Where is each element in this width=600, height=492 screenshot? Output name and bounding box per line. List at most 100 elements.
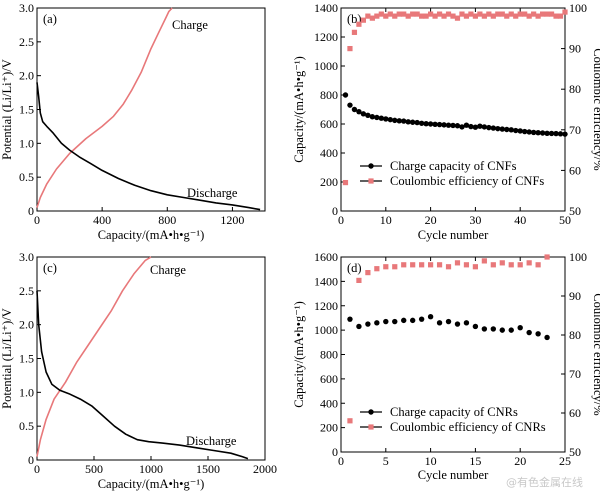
capacity-point	[539, 130, 546, 136]
y2-axis-label: Coulombic efficiency/%	[591, 293, 600, 415]
capacity-point	[392, 117, 398, 124]
y-tick-label: 200	[320, 175, 338, 189]
y-axis-label: Capacity/(mA•h•g⁻¹)	[292, 301, 306, 408]
capacity-point	[374, 320, 380, 326]
capacity-point	[383, 318, 389, 325]
watermark: @有色金属在线	[506, 475, 583, 489]
capacity-point	[427, 121, 434, 127]
y-tick-label: 800	[320, 348, 338, 362]
efficiency-point	[419, 262, 425, 268]
plot-frame	[340, 7, 566, 212]
x-tick-label: 25	[559, 454, 571, 468]
legend-label-capacity: Charge capacity of CNFs	[390, 159, 517, 173]
capacity-point	[490, 326, 497, 332]
capacity-point	[418, 316, 425, 322]
y2-tick-label: 70	[569, 123, 581, 137]
x-tick-label: 1000	[139, 462, 163, 476]
efficiency-point	[432, 13, 438, 19]
capacity-point	[504, 126, 510, 133]
efficiency-point	[486, 11, 492, 17]
y2-tick-label: 50	[569, 204, 581, 218]
y2-tick-label: 70	[569, 367, 581, 381]
x-tick-label: 20	[425, 213, 437, 227]
efficiency-point	[392, 13, 398, 19]
capacity-point	[450, 122, 456, 129]
y-tick-label: 400	[320, 396, 338, 410]
capacity-point	[414, 119, 420, 126]
annotation-discharge: Discharge	[186, 434, 237, 448]
capacity-point	[463, 122, 470, 128]
capacity-point	[544, 130, 550, 136]
x-axis-label: Capacity/(mA•h•g⁻¹)	[98, 477, 205, 491]
x-tick-label: 15	[469, 454, 481, 468]
x-tick-label: 40	[514, 213, 526, 227]
y2-tick-label: 60	[569, 406, 581, 420]
annotation-charge: Charge	[150, 263, 186, 277]
capacity-point	[521, 128, 528, 135]
legend-marker-efficiency	[368, 178, 374, 184]
legend-marker-capacity	[368, 409, 374, 415]
efficiency-point	[463, 13, 470, 19]
capacity-point	[365, 321, 371, 327]
panel-label: (c)	[43, 261, 57, 275]
legend-marker-efficiency	[368, 424, 374, 430]
capacity-point	[347, 316, 353, 322]
capacity-point	[432, 121, 438, 127]
y2-axis-label: Coulombic efficiency/%	[591, 48, 600, 170]
efficiency-point	[374, 266, 380, 272]
y-tick-label: 200	[320, 421, 338, 435]
y-tick-label: 0.5	[19, 419, 34, 433]
capacity-point	[396, 118, 402, 124]
capacity-point	[553, 130, 559, 137]
capacity-point	[423, 121, 429, 127]
efficiency-point	[472, 264, 478, 270]
y-tick-label: 600	[320, 372, 338, 386]
efficiency-point	[419, 13, 425, 19]
y2-tick-label: 50	[569, 445, 581, 459]
efficiency-point	[410, 11, 416, 17]
x-tick-label: 0	[338, 454, 344, 468]
y-axis-label: Potential (Li/Li⁺)/V	[0, 59, 14, 160]
efficiency-point	[472, 13, 478, 19]
capacity-point	[405, 119, 411, 125]
discharge-curve	[36, 82, 261, 211]
panel-c: 0 500 1000 1500 2000 0 0.5 1.0 1.5 2.0 2.5 3.0 Capac…	[0, 250, 277, 491]
legend-label-capacity: Charge capacity of CNRs	[390, 405, 518, 419]
capacity-point	[441, 122, 447, 128]
capacity-point	[383, 116, 389, 122]
y-tick-label: 0.5	[19, 170, 34, 184]
x-tick-label: 5	[383, 454, 389, 468]
y-tick-label: 1200	[314, 30, 338, 44]
capacity-point	[530, 129, 537, 136]
efficiency-point	[396, 11, 402, 17]
efficiency-point	[445, 264, 452, 270]
efficiency-point	[450, 13, 456, 19]
efficiency-point	[445, 11, 452, 17]
capacity-point	[387, 116, 393, 123]
x-axis-label: Cycle number	[418, 468, 489, 482]
y-tick-label: 1600	[314, 250, 338, 264]
x-tick-label: 50	[559, 213, 571, 227]
efficiency-point	[401, 262, 407, 268]
x-tick-label: 800	[158, 213, 176, 227]
charge-curve	[36, 7, 173, 208]
y-tick-label: 400	[320, 146, 338, 160]
efficiency-point	[410, 262, 416, 268]
capacity-point	[562, 131, 568, 137]
y-tick-label: 1400	[314, 274, 338, 288]
capacity-point	[378, 115, 385, 121]
efficiency-point	[428, 262, 434, 268]
capacity-point	[517, 128, 523, 134]
efficiency-point	[365, 13, 371, 19]
y-tick-label: 600	[320, 117, 338, 131]
efficiency-point	[401, 11, 407, 17]
efficiency-point	[535, 13, 541, 19]
capacity-point	[360, 111, 367, 117]
y2-tick-label: 100	[569, 1, 587, 15]
y-tick-label: 3.0	[19, 250, 34, 264]
efficiency-point	[508, 11, 514, 17]
capacity-point	[409, 119, 416, 125]
efficiency-point	[454, 260, 461, 266]
efficiency-point	[441, 13, 447, 19]
efficiency-point	[544, 11, 550, 17]
